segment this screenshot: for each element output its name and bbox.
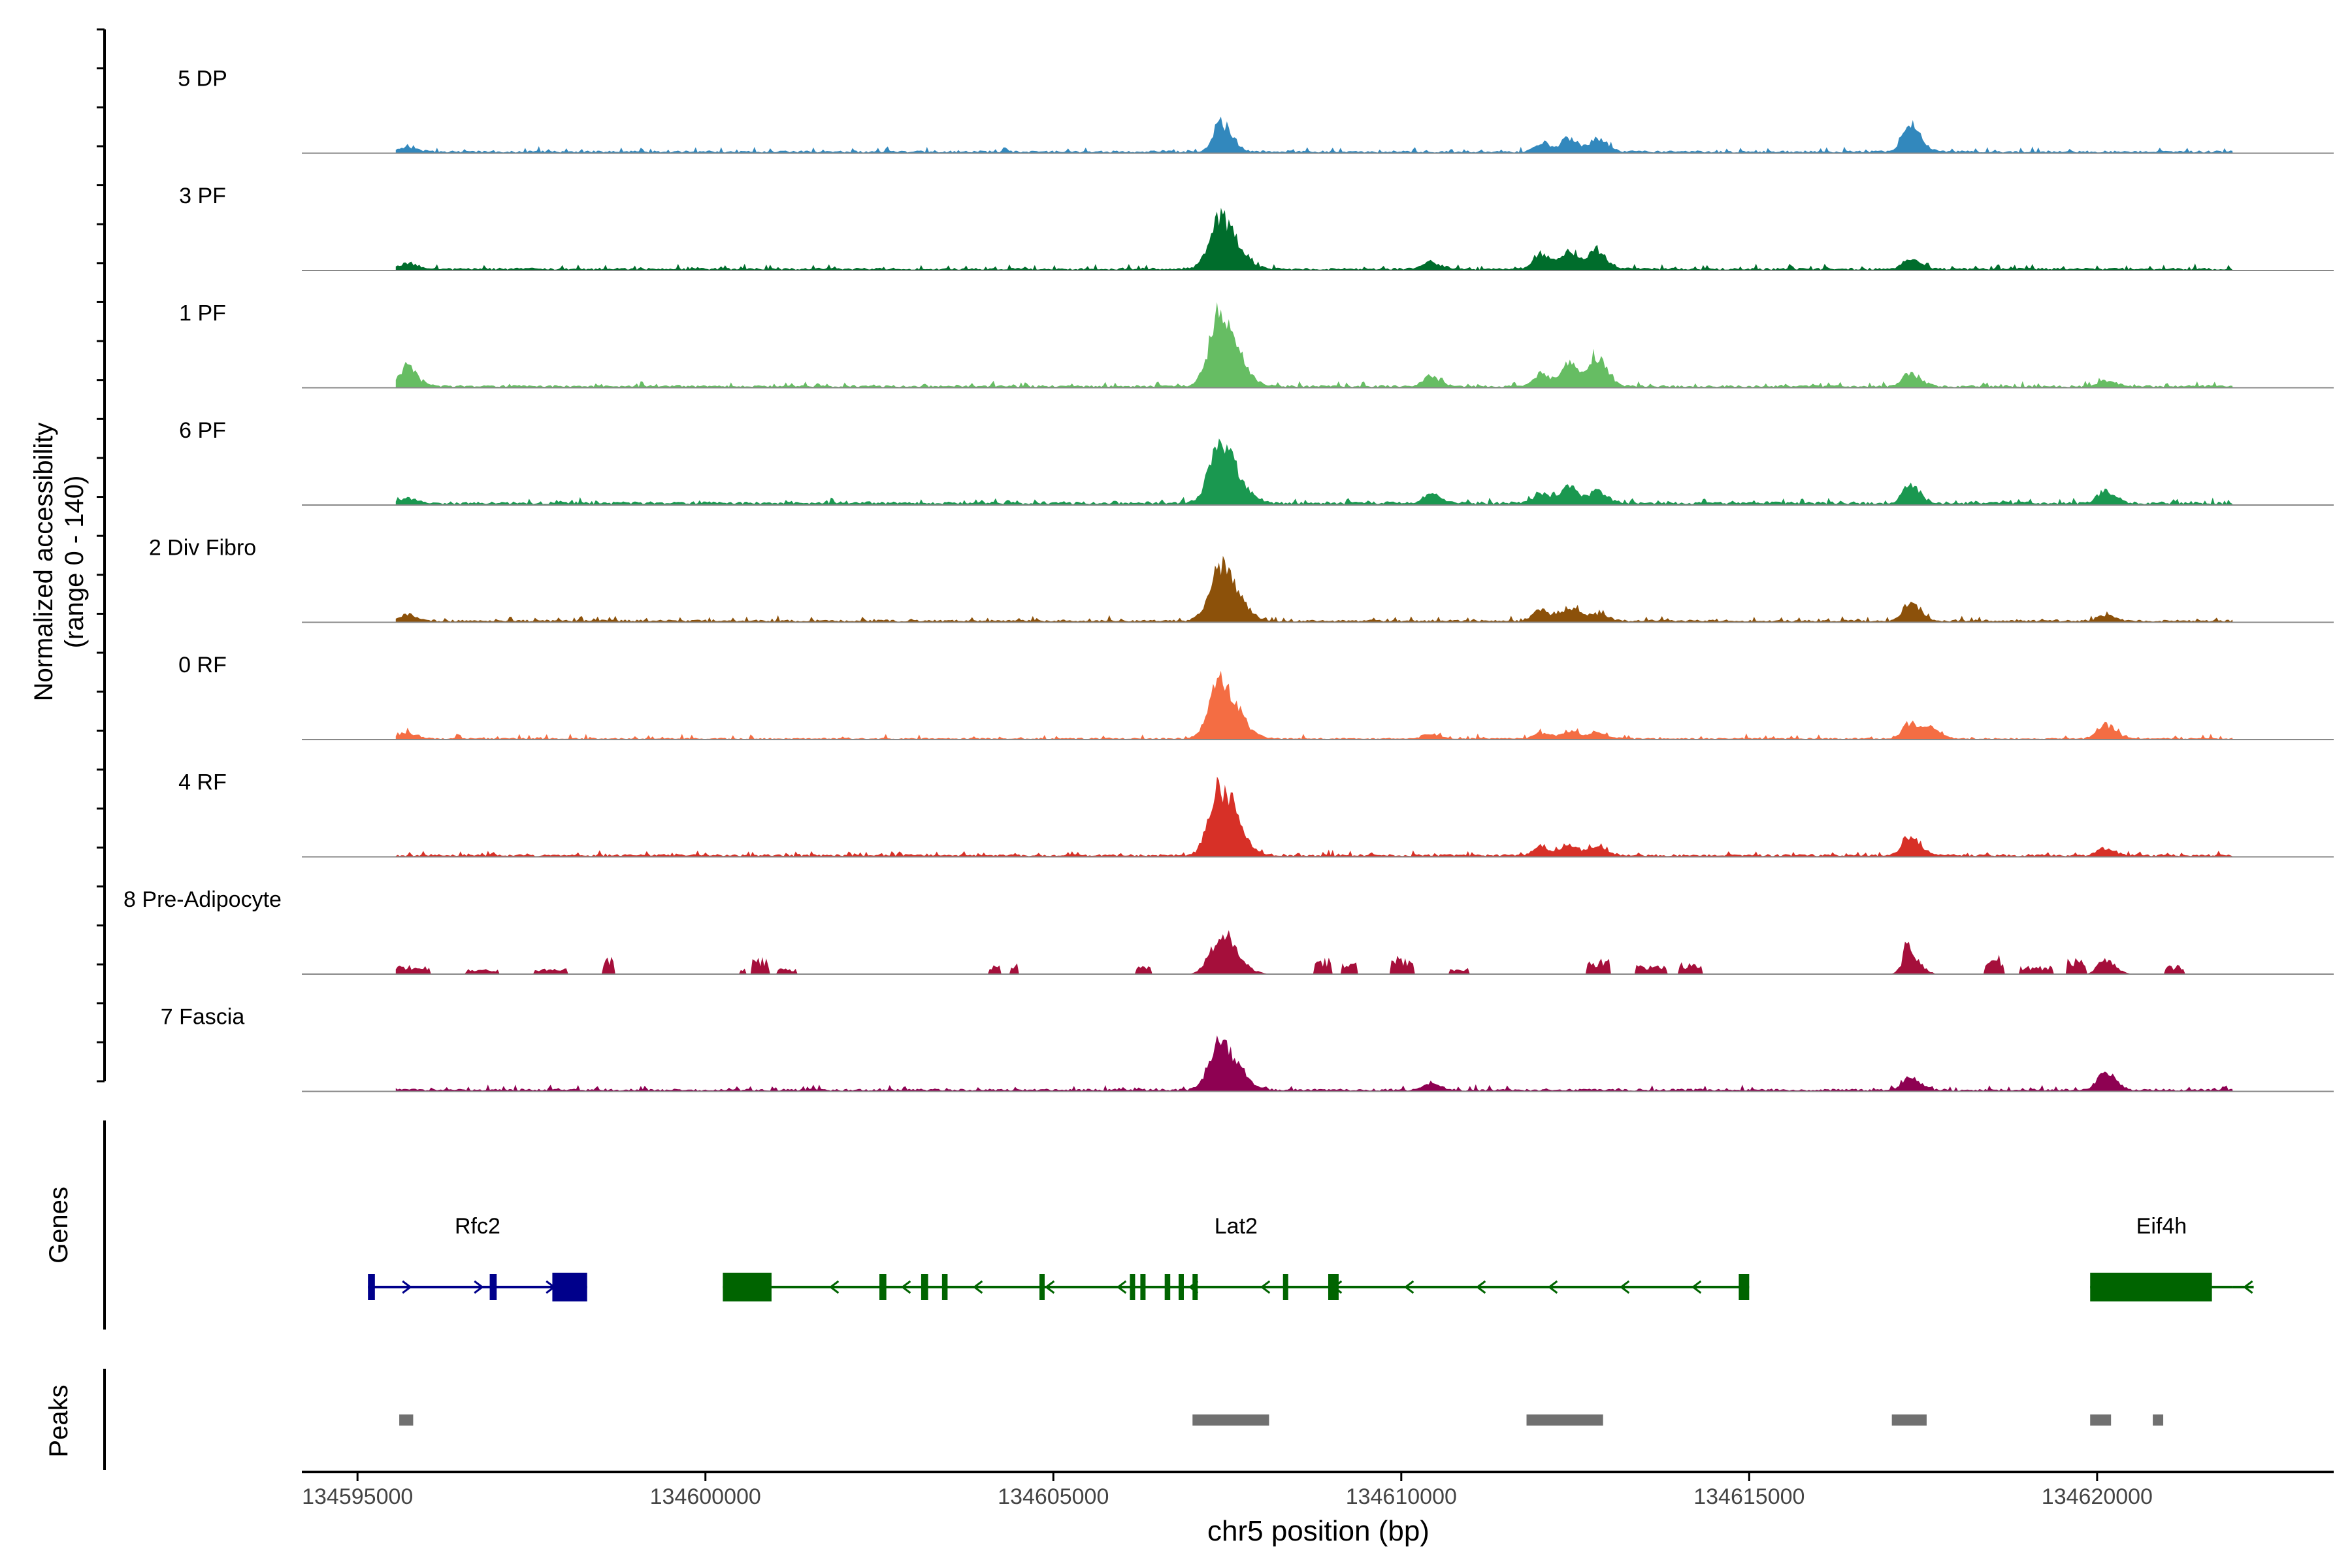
x-tick-label: 134605000 (998, 1484, 1109, 1509)
gene-exon (1164, 1274, 1171, 1300)
coverage-tracks: 5 DP 3 PF 1 PF 6 PF 2 Div Fibro 0 RF 4 RF 8 Pre… (123, 67, 2334, 1092)
gene-exon (2090, 1273, 2212, 1301)
coverage-track: 4 RF (178, 770, 2334, 858)
gene-exon (552, 1273, 587, 1301)
peaks-label: Peaks (44, 1384, 73, 1457)
x-tick-label: 134615000 (1693, 1484, 1805, 1509)
peak-region-bar (1891, 1414, 1927, 1426)
strand-arrow-icon (1044, 1280, 1055, 1294)
peak-region-bar (2153, 1414, 2164, 1426)
coverage-area (395, 302, 2233, 388)
peak-region-bar (1526, 1414, 1603, 1426)
track-label: 1 PF (179, 301, 226, 326)
x-tick-label: 134620000 (2042, 1484, 2153, 1509)
coverage-track: 5 DP (178, 67, 2334, 154)
coverage-track: 7 Fascia (161, 1005, 2334, 1092)
coverage-track: 0 RF (178, 653, 2334, 740)
x-tick-label: 134600000 (650, 1484, 761, 1509)
strand-arrow-icon (972, 1280, 983, 1294)
coverage-area (395, 116, 2233, 154)
peak-regions-track (399, 1414, 2164, 1426)
track-label: 6 PF (179, 418, 226, 443)
coverage-area (395, 776, 2233, 857)
track-label: 5 DP (178, 67, 227, 91)
coverage-track: 2 Div Fibro (149, 536, 2334, 623)
track-label: 2 Div Fibro (149, 536, 256, 561)
gene-exon (489, 1274, 497, 1300)
coverage-area (395, 438, 2233, 505)
peak-region-bar (2090, 1414, 2112, 1426)
gene-exon (1130, 1274, 1135, 1300)
strand-arrow-icon (1691, 1280, 1702, 1294)
strand-arrow-icon (1260, 1280, 1271, 1294)
coverage-track: 6 PF (179, 418, 2334, 506)
track-label: 7 Fascia (161, 1005, 245, 1030)
coverage-area (395, 555, 2233, 623)
strand-arrow-icon (900, 1280, 911, 1294)
gene-exon (368, 1274, 375, 1300)
gene-model: Lat2 (723, 1214, 1750, 1301)
coverage-area (395, 670, 2233, 740)
strand-arrow-icon (402, 1280, 412, 1294)
gene-exon (1739, 1274, 1750, 1300)
gene-model: Rfc2 (368, 1214, 587, 1301)
gene-exon (1140, 1274, 1146, 1300)
gene-exon (879, 1274, 887, 1300)
gene-annotation-track: Rfc2 Lat2 Eif4h (368, 1214, 2254, 1301)
x-tick-label: 134595000 (302, 1484, 413, 1509)
coverage-area (395, 1035, 2233, 1092)
coverage-area (395, 207, 2233, 270)
peak-region-bar (399, 1414, 414, 1426)
peak-region-bar (1192, 1414, 1269, 1426)
coverage-track: 8 Pre-Adipocyte (123, 887, 2334, 975)
strand-arrow-icon (1475, 1280, 1486, 1294)
gene-exon (1328, 1274, 1339, 1300)
strand-arrow-icon (1547, 1280, 1558, 1294)
gene-exon (723, 1273, 772, 1301)
x-tick-label: 134610000 (1346, 1484, 1457, 1509)
coverage-track: 1 PF (179, 301, 2334, 389)
gene-exon (941, 1274, 948, 1300)
track-label: 3 PF (179, 184, 226, 208)
coverage-area (395, 930, 2233, 974)
strand-arrow-icon (1403, 1280, 1414, 1294)
track-label: 8 Pre-Adipocyte (123, 887, 282, 912)
genes-label: Genes (44, 1186, 73, 1264)
y-axis-range-label: (range 0 - 140) (60, 476, 89, 649)
gene-name-label: Lat2 (1215, 1214, 1258, 1239)
gene-exon (921, 1274, 928, 1300)
gene-exon (1192, 1274, 1198, 1300)
gene-name-label: Rfc2 (455, 1214, 500, 1239)
coverage-track: 3 PF (179, 184, 2334, 271)
gene-name-label: Eif4h (2136, 1214, 2187, 1239)
strand-arrow-icon (1116, 1280, 1127, 1294)
coverage-y-axis (97, 28, 106, 1083)
y-axis-label: Normalized accessibility (29, 423, 58, 702)
gene-model: Eif4h (2090, 1214, 2254, 1301)
track-label: 4 RF (178, 770, 227, 795)
x-axis: 134595000 134600000 134605000 134610000 1346… (302, 1471, 2334, 1509)
gene-exon (1178, 1274, 1184, 1300)
track-label: 0 RF (178, 653, 227, 678)
strand-arrow-icon (828, 1280, 840, 1294)
gene-exon (1282, 1274, 1288, 1300)
strand-arrow-icon (474, 1280, 484, 1294)
strand-arrow-icon (1619, 1280, 1630, 1294)
gene-exon (1039, 1274, 1045, 1300)
x-axis-label: chr5 position (bp) (1207, 1515, 1429, 1547)
